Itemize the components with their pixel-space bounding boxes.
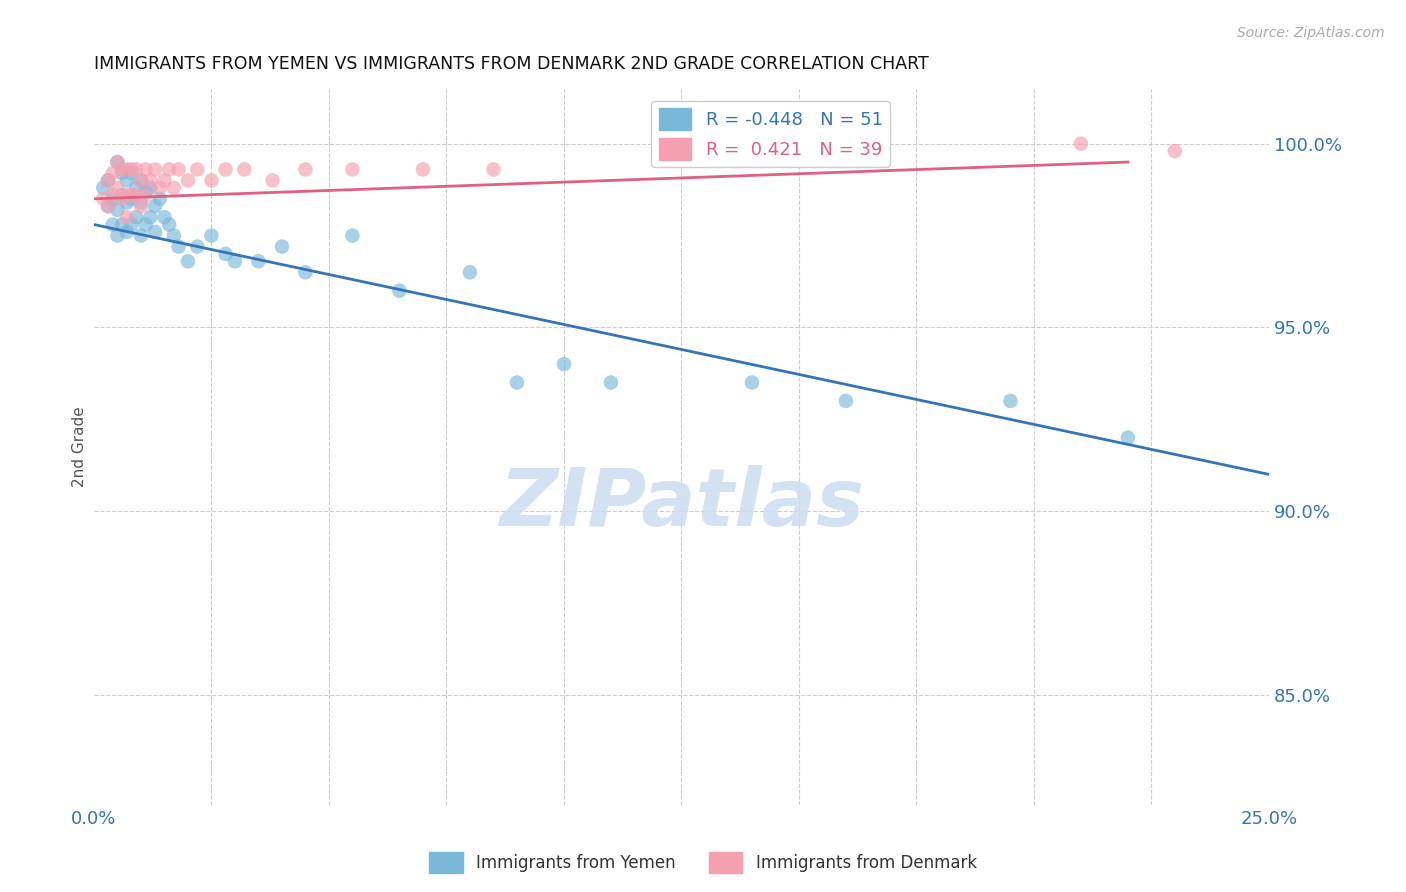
Legend: R = -0.448   N = 51, R =  0.421   N = 39: R = -0.448 N = 51, R = 0.421 N = 39 xyxy=(651,101,890,167)
Point xyxy=(294,265,316,279)
Point xyxy=(129,173,152,187)
Point xyxy=(224,254,246,268)
Point xyxy=(121,162,143,177)
Point xyxy=(121,188,143,202)
Point xyxy=(342,162,364,177)
Point xyxy=(458,265,481,279)
Text: Source: ZipAtlas.com: Source: ZipAtlas.com xyxy=(1237,26,1385,40)
Point xyxy=(115,162,138,177)
Point xyxy=(107,181,129,195)
Point xyxy=(91,181,114,195)
Point xyxy=(111,188,134,202)
Point xyxy=(139,173,162,187)
Y-axis label: 2nd Grade: 2nd Grade xyxy=(72,407,87,487)
Point xyxy=(214,247,236,261)
Point xyxy=(214,162,236,177)
Point xyxy=(167,239,190,253)
Point xyxy=(1116,431,1139,445)
Point xyxy=(835,393,858,408)
Point xyxy=(135,185,157,199)
Point xyxy=(101,188,124,202)
Point xyxy=(186,239,208,253)
Point xyxy=(163,181,186,195)
Point xyxy=(101,166,124,180)
Point xyxy=(97,199,120,213)
Point xyxy=(163,228,186,243)
Point xyxy=(111,218,134,232)
Point xyxy=(121,218,143,232)
Point xyxy=(186,162,208,177)
Point xyxy=(125,188,148,202)
Point xyxy=(111,166,134,180)
Point xyxy=(97,199,120,213)
Point xyxy=(388,284,411,298)
Point xyxy=(233,162,256,177)
Point xyxy=(506,376,529,390)
Point xyxy=(177,173,200,187)
Point xyxy=(101,192,124,206)
Point xyxy=(153,210,176,224)
Point xyxy=(125,181,148,195)
Point xyxy=(129,195,152,210)
Point xyxy=(115,173,138,187)
Point xyxy=(167,162,190,177)
Point xyxy=(111,192,134,206)
Point xyxy=(107,228,129,243)
Point xyxy=(412,162,434,177)
Legend: Immigrants from Yemen, Immigrants from Denmark: Immigrants from Yemen, Immigrants from D… xyxy=(423,846,983,880)
Point xyxy=(482,162,505,177)
Point xyxy=(129,173,152,187)
Point xyxy=(135,218,157,232)
Point xyxy=(107,202,129,217)
Point xyxy=(111,162,134,177)
Point xyxy=(129,199,152,213)
Point xyxy=(125,162,148,177)
Point xyxy=(200,228,222,243)
Point xyxy=(262,173,284,187)
Point xyxy=(1070,136,1092,151)
Text: ZIPatlas: ZIPatlas xyxy=(499,465,863,543)
Point xyxy=(107,155,129,169)
Point xyxy=(553,357,575,371)
Point xyxy=(741,376,763,390)
Point xyxy=(247,254,270,268)
Point xyxy=(294,162,316,177)
Point xyxy=(143,199,166,213)
Point xyxy=(91,192,114,206)
Point xyxy=(121,192,143,206)
Point xyxy=(115,210,138,224)
Point xyxy=(342,228,364,243)
Point xyxy=(271,239,294,253)
Point xyxy=(125,210,148,224)
Point xyxy=(600,376,623,390)
Point xyxy=(97,173,120,187)
Point xyxy=(1164,144,1187,158)
Point xyxy=(101,218,124,232)
Point xyxy=(157,162,180,177)
Point xyxy=(97,173,120,187)
Point xyxy=(139,181,162,195)
Point xyxy=(149,181,172,195)
Point xyxy=(107,155,129,169)
Point xyxy=(115,225,138,239)
Point xyxy=(121,166,143,180)
Point xyxy=(1000,393,1022,408)
Point xyxy=(200,173,222,187)
Point xyxy=(135,162,157,177)
Point xyxy=(157,218,180,232)
Point xyxy=(149,192,172,206)
Point xyxy=(115,188,138,202)
Point xyxy=(139,210,162,224)
Point xyxy=(177,254,200,268)
Point xyxy=(115,195,138,210)
Text: IMMIGRANTS FROM YEMEN VS IMMIGRANTS FROM DENMARK 2ND GRADE CORRELATION CHART: IMMIGRANTS FROM YEMEN VS IMMIGRANTS FROM… xyxy=(94,55,929,73)
Point xyxy=(143,162,166,177)
Point xyxy=(153,173,176,187)
Point xyxy=(129,228,152,243)
Point xyxy=(143,225,166,239)
Point xyxy=(135,188,157,202)
